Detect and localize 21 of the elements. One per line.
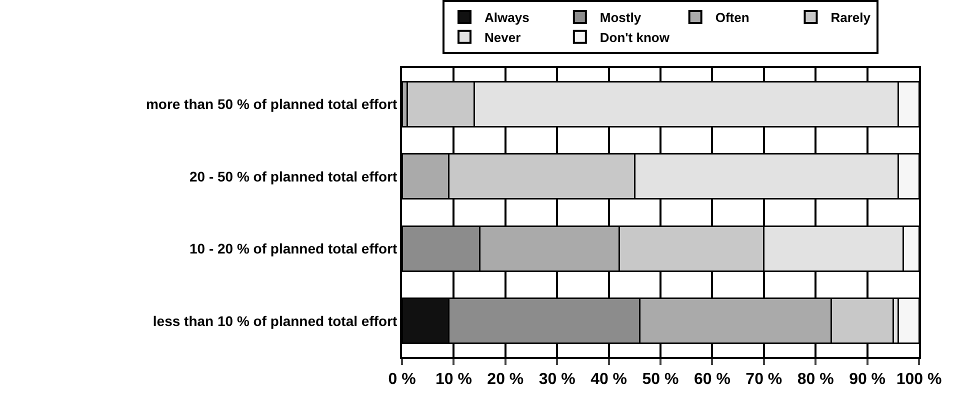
x-tick-label: 10 %	[435, 371, 472, 388]
y-tick-label: less than 10 % of planned total effort	[152, 312, 398, 329]
y-tick-label: more than 50 % of planned total effort	[146, 96, 398, 112]
legend-label: Mostly	[600, 10, 642, 26]
y-tick-label: 10 - 20 % of planned total effort	[189, 240, 398, 257]
y-tick-label: 20 - 50 % of planned total effort	[189, 168, 398, 184]
x-tick-label: 40 %	[590, 371, 628, 388]
x-tick-label: 60 %	[694, 371, 730, 388]
legend-label: Rarely	[830, 10, 872, 26]
x-tick-label: 20 %	[487, 371, 524, 388]
x-tick-label: 70 %	[746, 371, 782, 388]
legend-label: Often	[715, 10, 750, 26]
legend-label: Always	[484, 10, 530, 26]
legend-label: Don't know	[600, 30, 670, 45]
x-tick-label: 30 %	[538, 371, 576, 388]
x-tick-label: 90 %	[849, 371, 886, 388]
x-tick-label: 100 %	[896, 371, 942, 388]
x-tick-label: 80 %	[797, 371, 834, 388]
x-tick-label: 50 %	[642, 371, 679, 388]
x-tick-label: 0 %	[388, 371, 416, 388]
legend-label: Never	[484, 30, 521, 45]
